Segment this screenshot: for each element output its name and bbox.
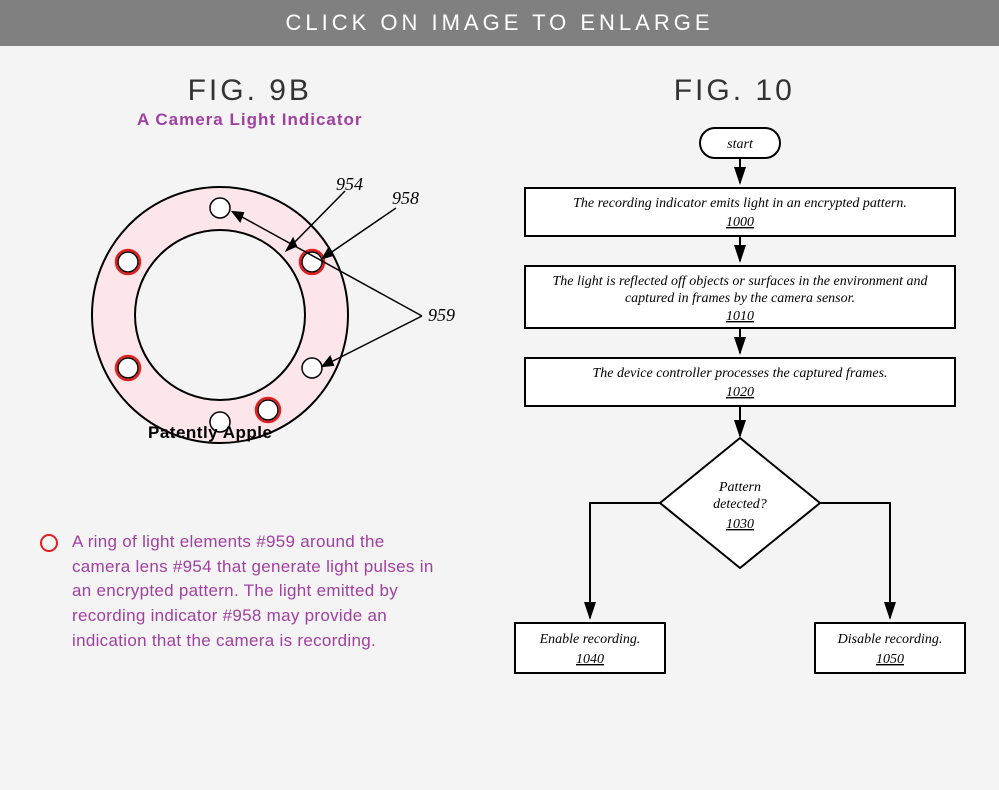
figure-9b-panel: FIG. 9B A Camera Light Indicator [0, 46, 480, 790]
flowchart: start The recording indicator emits ligh… [490, 118, 990, 758]
ring-dot-5 [118, 252, 138, 272]
watermark: Patently Apple [148, 423, 272, 443]
fig9b-title: FIG. 9B [40, 74, 460, 108]
flow-leaf-1050-num: 1050 [876, 652, 904, 667]
fig9b-subtitle: A Camera Light Indicator [40, 110, 460, 130]
flow-decision-text1: Pattern [718, 480, 761, 495]
flow-leaf-1040-text: Enable recording. [538, 632, 640, 647]
flow-start-text: start [727, 137, 754, 152]
legend-text: A ring of light elements #959 around the… [72, 530, 440, 653]
flow-step-1010-text2: captured in frames by the camera sensor. [624, 291, 854, 306]
ring-diagram-wrap: 954 958 959 Patently Apple [40, 150, 460, 490]
flow-step-1000-text: The recording indicator emits light in a… [573, 196, 907, 211]
ring-inner [135, 230, 305, 400]
label-954: 954 [336, 174, 363, 195]
label-959: 959 [428, 305, 455, 326]
flow-step-1020-text: The device controller processes the capt… [592, 366, 887, 381]
fig10-title: FIG. 10 [490, 74, 979, 108]
legend: A ring of light elements #959 around the… [40, 530, 460, 653]
figure-10-panel: FIG. 10 start The recording indicator em… [480, 46, 999, 790]
ring-dot-6 [258, 400, 278, 420]
flow-leaf-1040-num: 1040 [576, 652, 604, 667]
enlarge-banner[interactable]: CLICK ON IMAGE TO ENLARGE [0, 0, 999, 46]
ring-dot-4 [118, 358, 138, 378]
flow-step-1020-num: 1020 [726, 385, 754, 400]
flow-decision-text2: detected? [713, 497, 767, 512]
legend-ring-icon [40, 534, 58, 552]
ring-dot-2 [302, 358, 322, 378]
flow-step-1000-num: 1000 [726, 215, 754, 230]
flow-leaf-1050-text: Disable recording. [836, 632, 942, 647]
flow-step-1010-text1: The light is reflected off objects or su… [552, 274, 928, 289]
flow-step-1010-num: 1010 [726, 309, 754, 324]
ring-dot-0 [210, 198, 230, 218]
flow-decision-num: 1030 [726, 517, 754, 532]
content-container: FIG. 9B A Camera Light Indicator [0, 46, 999, 790]
label-958: 958 [392, 188, 419, 209]
